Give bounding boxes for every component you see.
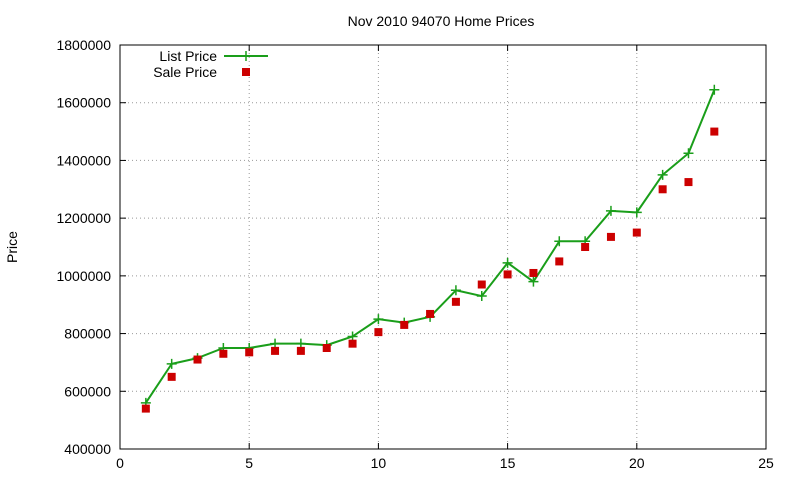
list-price-point (450, 285, 461, 296)
list-price-point (605, 205, 616, 216)
sale-price-point (606, 232, 615, 241)
sale-price-point (219, 349, 228, 358)
y-tick-label: 1600000 (56, 95, 111, 111)
list-price-point (683, 148, 694, 159)
sale-price-point (529, 268, 538, 277)
sale-price-point (477, 280, 486, 289)
list-price-point (166, 358, 177, 369)
sale-price-point (322, 344, 331, 352)
x-tick-label: 10 (371, 455, 387, 471)
series-sale-price (141, 127, 719, 413)
sale-price-point (141, 404, 150, 413)
sale-price-point (193, 355, 202, 364)
y-tick-label: 1000000 (56, 268, 111, 284)
sale-price-point (167, 372, 176, 381)
series-list-price (140, 84, 720, 408)
sale-price-point (426, 309, 435, 318)
sale-price-point (374, 328, 383, 337)
sale-price-point (581, 243, 590, 251)
x-tick-label: 15 (500, 455, 516, 471)
chart-title: Nov 2010 94070 Home Prices (348, 13, 535, 29)
sale-price-point (348, 339, 357, 348)
axis-ticks: 0 5 10 15 20 25 400000 600000 800000 1000000 12000… (56, 37, 774, 471)
sale-price-point (400, 320, 409, 329)
sale-price-point (658, 185, 667, 194)
list-price-line (145, 89, 716, 404)
y-tick-label: 600000 (64, 383, 111, 399)
x-tick-label: 25 (758, 455, 774, 471)
y-tick-label: 1800000 (56, 37, 111, 53)
y-axis-label: Price (4, 231, 20, 263)
series-layer (140, 84, 720, 413)
sale-price-point (684, 178, 693, 187)
sale-price-point (632, 228, 641, 237)
list-price-point (709, 84, 720, 95)
y-tick-label: 800000 (64, 326, 111, 342)
y-tick-label: 400000 (64, 441, 111, 457)
sale-price-point (245, 348, 254, 357)
sale-price-point (296, 346, 305, 355)
x-tick-label: 20 (629, 455, 645, 471)
list-price-point (554, 236, 565, 247)
plot-frame (119, 44, 767, 450)
sale-price-point (451, 297, 460, 306)
list-price-point (373, 314, 384, 325)
list-price-point (502, 257, 513, 268)
list-price-point (528, 276, 539, 287)
legend-label: Sale Price (153, 64, 217, 80)
grid-lines (120, 45, 766, 449)
list-price-point (657, 169, 668, 180)
list-price-point (631, 207, 642, 218)
legend-marker (241, 51, 251, 61)
y-tick-label: 1200000 (56, 210, 111, 226)
sale-price-point (555, 257, 564, 266)
y-tick-label: 1400000 (56, 152, 111, 168)
list-price-point (476, 291, 487, 302)
x-tick-label: 5 (245, 455, 253, 471)
sale-price-point (271, 346, 280, 355)
legend-label: List Price (159, 48, 217, 64)
legend-marker (242, 68, 250, 76)
sale-price-point (503, 270, 512, 279)
x-tick-label: 0 (116, 455, 124, 471)
sale-price-point (710, 127, 719, 136)
